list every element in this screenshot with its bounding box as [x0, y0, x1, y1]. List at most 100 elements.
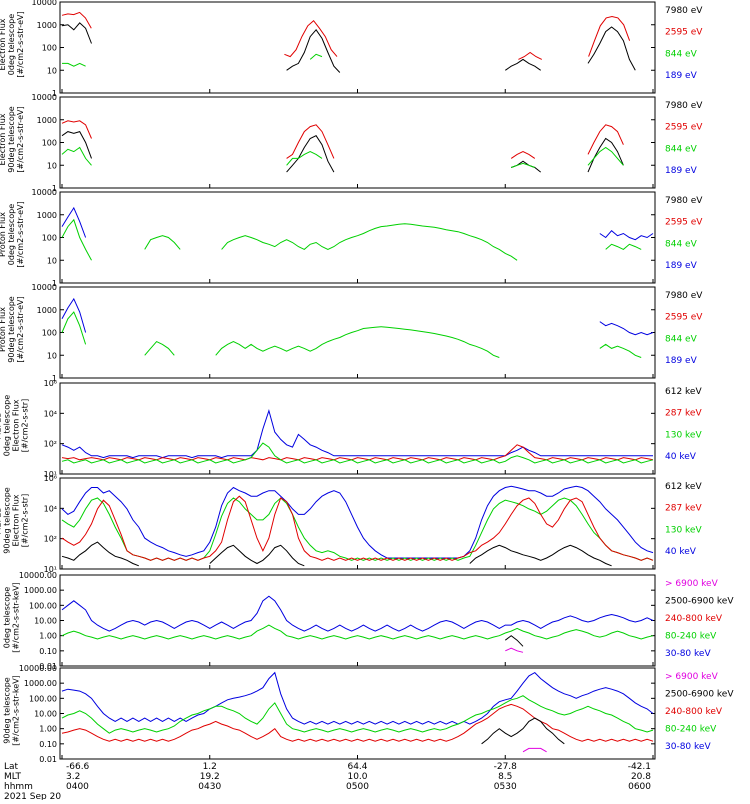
- y-tick-label: 10000: [32, 283, 57, 292]
- y-tick-label: 10⁶: [44, 474, 57, 483]
- legend-entry: 2595 eV: [665, 28, 703, 38]
- y-axis-label: [#/cm2-s-str-keV]: [12, 675, 21, 746]
- series-line: [61, 131, 624, 173]
- y-tick-label: 10¹: [44, 565, 57, 574]
- y-tick-label: 10000.00: [19, 664, 57, 673]
- y-axis-label: 0deg telescope: [7, 204, 16, 265]
- y-tick-label: 1: [52, 89, 57, 98]
- y-tick-label: 10: [47, 351, 57, 360]
- y-tick-label: 100: [42, 234, 57, 243]
- panel-5: 10¹ 10² 10⁴ 10⁶ MEPED 0deg telescope Electron …: [0, 379, 702, 479]
- series-line: [61, 146, 624, 168]
- y-tick-label: 10000.00: [19, 571, 57, 580]
- series-line: [61, 444, 654, 461]
- legend-entry: 189 eV: [665, 166, 698, 176]
- series-line: [522, 747, 547, 753]
- y-axis-label: MEPED: [0, 507, 3, 535]
- x-tick-mlt: 8.5: [498, 772, 512, 782]
- y-axis-label: MEPED: [0, 412, 3, 440]
- legend-entry: 612 keV: [665, 482, 702, 492]
- x-tick-hhmm: 0600: [628, 782, 651, 792]
- y-axis-label: [#/cm2-s-str-eV]: [16, 106, 25, 172]
- legend-entry: 2595 eV: [665, 123, 703, 133]
- series-line: [61, 485, 654, 559]
- legend-entry: 40 keV: [665, 452, 697, 462]
- y-axis-label: Proton Flux: [0, 307, 7, 352]
- legend-entry: 2595 eV: [665, 218, 703, 228]
- legend-entry: 2500-6900 keV: [665, 597, 734, 607]
- y-tick-label: 1.00: [39, 632, 57, 641]
- x-tick-lat: -27.8: [494, 762, 518, 772]
- y-tick-label: 10: [47, 66, 57, 75]
- x-row-label: hhmm: [4, 782, 33, 792]
- y-tick-label: 100.00: [29, 694, 57, 703]
- y-tick-label: 0.01: [39, 662, 57, 671]
- x-tick-lat: -66.6: [66, 762, 90, 772]
- y-tick-label: 1000.00: [24, 679, 57, 688]
- y-tick-label: 1: [52, 374, 57, 383]
- y-axis-label: [#/cm2-s-str-eV]: [16, 201, 25, 267]
- y-tick-label: 1: [52, 279, 57, 288]
- y-tick-label: 1000: [37, 116, 57, 125]
- y-axis-label: 90deg telescope: [3, 487, 12, 554]
- legend-entry: 130 keV: [665, 430, 702, 440]
- y-axis-label: 0deg telescope: [3, 587, 12, 648]
- legend-entry: 612 keV: [665, 387, 702, 397]
- x-tick-mlt: 10.0: [347, 772, 367, 782]
- panel-2: 1 10 100 1000 10000 Electron Flux 90deg telesc…: [0, 93, 703, 193]
- y-tick-label: 1.00: [39, 725, 57, 734]
- series-line: [504, 635, 524, 647]
- y-tick-label: 100.00: [29, 601, 57, 610]
- legend-entry: 130 keV: [665, 525, 702, 535]
- series-line: [61, 218, 642, 261]
- y-axis-label: Proton Flux: [0, 212, 7, 257]
- y-axis-label: 90deg telescope: [7, 106, 16, 173]
- x-tick-lat: 64.4: [347, 762, 367, 772]
- y-tick-label: 1: [52, 184, 57, 193]
- legend-entry: 844 eV: [665, 239, 698, 249]
- legend-entry: 189 eV: [665, 71, 698, 81]
- y-tick-label: 0.10: [39, 740, 57, 749]
- legend-entry: 189 eV: [665, 261, 698, 271]
- panel-frame: [59, 96, 656, 189]
- y-tick-label: 1000: [37, 306, 57, 315]
- legend-entry: 287 keV: [665, 409, 702, 419]
- series-line: [481, 717, 565, 745]
- y-tick-label: 10.00: [34, 617, 57, 626]
- date-label: 2021 Sep 20: [4, 792, 61, 800]
- y-axis-label: [#/cm2-s-str-eV]: [16, 296, 25, 362]
- legend-entry: 240-800 keV: [665, 614, 723, 624]
- series-line: [61, 442, 654, 464]
- y-axis-label: [#/cm2-s-str-eV]: [16, 11, 25, 77]
- series-line: [505, 647, 524, 653]
- y-tick-label: 10: [47, 161, 57, 170]
- series-line: [62, 53, 323, 67]
- panel-8: 0.01 0.10 1.00 10.00 100.00 1000.00 10000.00 90…: [3, 664, 735, 764]
- x-tick-lat: 1.2: [203, 762, 217, 772]
- legend-entry: 7980 eV: [665, 196, 703, 206]
- series-line: [61, 495, 654, 561]
- y-axis-label: Electron Flux: [12, 399, 21, 451]
- x-row-label: Lat: [4, 762, 19, 772]
- y-tick-label: 10.00: [34, 710, 57, 719]
- series-line: [61, 120, 624, 159]
- x-tick-hhmm: 0400: [66, 782, 89, 792]
- panel-frame: [59, 667, 656, 760]
- y-axis-label: 90deg telescope: [3, 677, 12, 744]
- legend-entry: 240-800 keV: [665, 707, 723, 717]
- panel-frame: [59, 286, 656, 379]
- x-tick-mlt: 19.2: [200, 772, 220, 782]
- legend-entry: 2595 eV: [665, 313, 703, 323]
- y-axis-label: Electron Flux: [0, 113, 7, 165]
- panel-frame: [59, 1, 656, 94]
- legend-entry: 40 keV: [665, 547, 697, 557]
- legend-entry: 7980 eV: [665, 101, 703, 111]
- y-tick-label: 10²: [44, 440, 57, 449]
- panel-frame: [59, 191, 656, 284]
- legend-entry: 30-80 keV: [665, 649, 711, 659]
- legend-entry: 844 eV: [665, 49, 698, 59]
- y-tick-label: 10000: [32, 0, 57, 7]
- y-axis-label: Electron Flux: [12, 494, 21, 546]
- y-tick-label: 100: [42, 139, 57, 148]
